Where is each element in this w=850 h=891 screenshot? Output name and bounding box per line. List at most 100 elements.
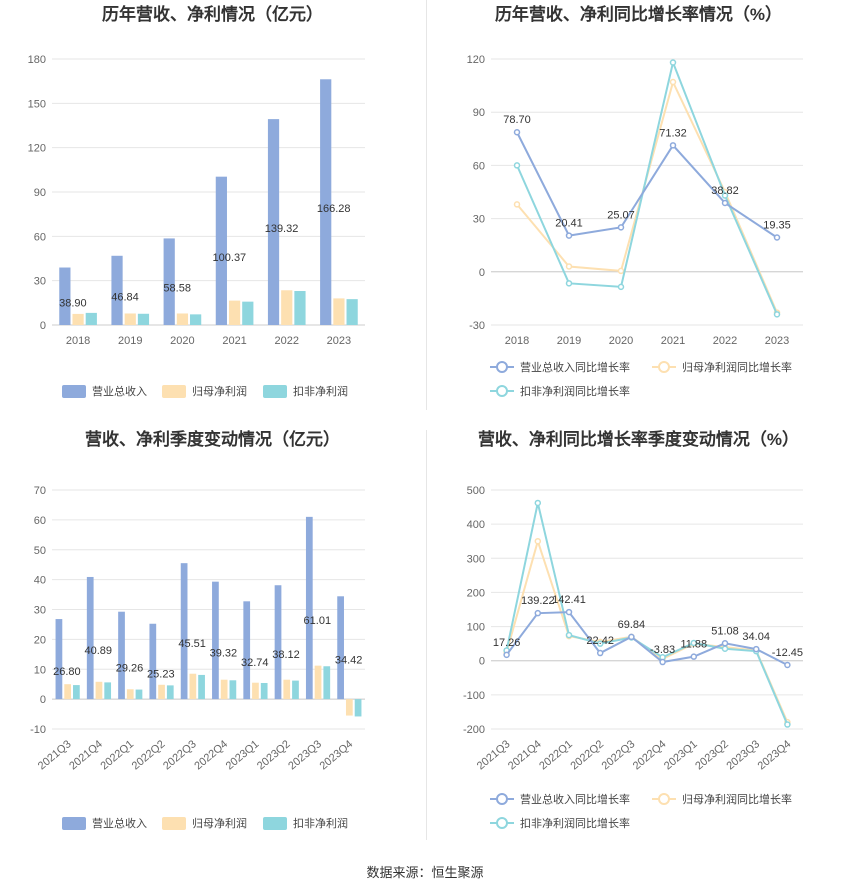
bar-nonrecurring-net-profit — [229, 680, 237, 700]
bar-nonrecurring-net-profit — [346, 299, 358, 325]
legend-swatch — [263, 817, 287, 830]
series-point — [669, 78, 677, 86]
bar-revenue — [274, 585, 282, 700]
bar-revenue — [118, 611, 125, 700]
bar-nonrecurring-net-profit — [198, 674, 205, 700]
data-label: 69.84 — [618, 619, 646, 631]
x-tick-label: 2020 — [609, 335, 633, 347]
chart-title: 历年营收、净利同比增长率情况（%） — [495, 4, 782, 24]
series-line-revenue-growth — [505, 611, 788, 666]
series-point — [513, 201, 521, 208]
bar-revenue — [163, 238, 175, 325]
chart-title: 历年营收、净利情况（亿元） — [102, 4, 323, 24]
vertical-divider-top — [426, 0, 427, 410]
x-tick-label: 2022Q4 — [192, 738, 230, 772]
bar-revenue — [267, 119, 280, 325]
y-tick-label: 60 — [473, 160, 485, 172]
x-tick-label: 2020 — [170, 335, 194, 347]
x-tick-label: 2021Q3 — [475, 738, 513, 772]
bar-nonrecurring-net-profit — [242, 301, 254, 325]
y-tick-label: 60 — [34, 515, 46, 527]
data-label: 22.42 — [586, 635, 614, 647]
data-label: 39.32 — [210, 647, 238, 659]
legend-swatch — [263, 385, 287, 398]
y-tick-label: -30 — [469, 320, 485, 332]
data-label: 38.82 — [711, 185, 739, 197]
x-tick-label: 2023Q3 — [724, 738, 762, 772]
bar-parent-net-profit — [189, 673, 197, 700]
data-label: 25.07 — [607, 209, 635, 221]
legend-label: 扣非净利润同比增长率 — [520, 816, 630, 830]
series-point — [565, 263, 573, 270]
data-label: 32.74 — [241, 657, 269, 669]
x-tick-label: 2018 — [505, 335, 529, 347]
data-label: 29.26 — [116, 662, 144, 674]
legend-marker — [496, 385, 508, 397]
x-tick-label: 2022Q3 — [600, 738, 638, 772]
bar-parent-net-profit — [126, 689, 134, 700]
bar-parent-net-profit — [64, 684, 72, 700]
y-tick-label: 60 — [34, 231, 46, 243]
legend-swatch — [62, 817, 86, 830]
legend-label: 营业总收入 — [92, 384, 147, 398]
x-tick-label: 2022 — [275, 335, 299, 347]
x-tick-label: 2022Q2 — [568, 738, 606, 772]
x-tick-label: 2021 — [222, 335, 246, 347]
legend-label: 归母净利润 — [192, 816, 247, 830]
bar-parent-net-profit — [281, 290, 293, 325]
data-label: 17.26 — [493, 637, 521, 649]
x-tick-label: 2018 — [66, 335, 90, 347]
series-point — [690, 653, 698, 660]
x-tick-label: 2022Q3 — [161, 738, 199, 772]
data-label: 78.70 — [503, 114, 531, 126]
data-label: 139.22 — [521, 595, 555, 607]
y-tick-label: 20 — [34, 634, 46, 646]
y-tick-label: 0 — [479, 267, 485, 279]
bar-nonrecurring-net-profit — [190, 314, 202, 325]
series-point — [752, 645, 760, 653]
y-tick-label: -100 — [463, 690, 485, 702]
bar-revenue — [86, 576, 94, 700]
series-point — [617, 283, 625, 291]
series-point — [565, 232, 573, 239]
data-label: 45.51 — [178, 638, 206, 650]
legend-swatch — [62, 385, 86, 398]
x-tick-label: 2023Q1 — [224, 738, 262, 772]
y-tick-label: 30 — [34, 276, 46, 288]
bar-revenue — [149, 623, 157, 700]
data-label: 38.90 — [59, 297, 87, 309]
bar-revenue — [180, 563, 188, 700]
legend-label: 营业总收入 — [92, 816, 147, 830]
series-point — [503, 651, 510, 659]
data-label: -12.45 — [772, 647, 803, 659]
series-point — [534, 499, 542, 507]
series-point — [721, 645, 729, 653]
y-tick-label: 120 — [467, 54, 485, 66]
data-label: 166.28 — [317, 203, 351, 215]
chart-title: 营收、净利季度变动情况（亿元） — [85, 429, 340, 449]
y-tick-label: 30 — [473, 214, 485, 226]
bar-parent-net-profit — [124, 313, 136, 325]
series-line-parent-profit-growth — [516, 79, 778, 313]
bar-parent-net-profit — [314, 665, 322, 700]
bar-parent-net-profit — [220, 679, 228, 700]
x-tick-label: 2023Q2 — [693, 738, 731, 772]
bar-nonrecurring-net-profit — [73, 685, 80, 700]
series-point — [596, 640, 604, 647]
bar-nonrecurring-net-profit — [137, 313, 150, 325]
bar-nonrecurring-net-profit — [104, 682, 112, 700]
legend-label: 扣非净利润 — [293, 384, 348, 398]
y-tick-label: 400 — [467, 519, 485, 531]
annual-revenue-profit-chart: 历年营收、净利情况（亿元） 0 30 60 90 120 150 180 2018 2019 202… — [0, 0, 425, 410]
series-point — [773, 311, 781, 318]
series-point — [565, 608, 573, 616]
legend-label: 营业总收入同比增长率 — [520, 792, 630, 806]
y-tick-label: 70 — [34, 485, 46, 497]
data-label: 51.08 — [711, 625, 739, 637]
series-point — [669, 59, 677, 66]
x-tick-label: 2023 — [327, 335, 351, 347]
data-label: 34.04 — [742, 631, 770, 643]
series-line-nonrec-profit-growth — [516, 59, 778, 315]
series-point — [690, 639, 698, 647]
quarterly-growth-rate-chart: 营收、净利同比增长率季度变动情况（%） -200 -100 0 100 200 300 400… — [427, 428, 850, 848]
